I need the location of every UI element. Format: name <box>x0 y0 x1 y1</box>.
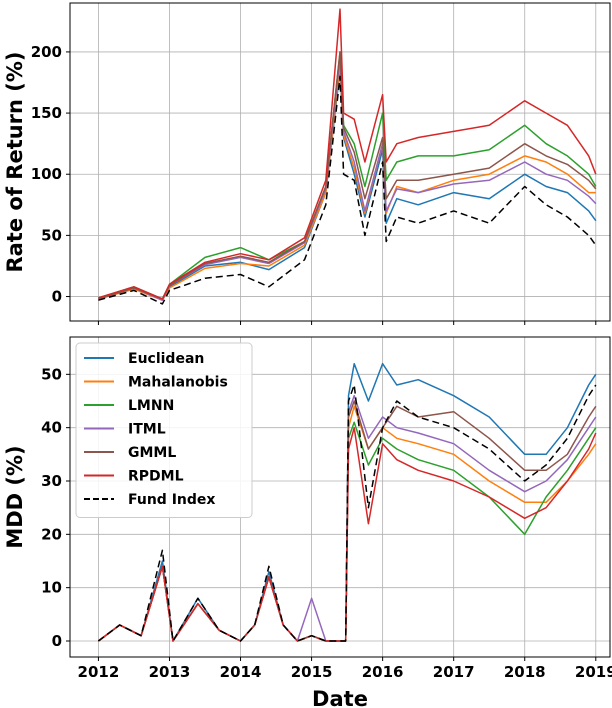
mdd-x-axis-label: Date <box>312 687 368 708</box>
ror-y-tick-label: 150 <box>31 104 62 122</box>
legend-label-euclidean: Euclidean <box>128 351 204 367</box>
ror-series-group <box>98 8 597 305</box>
ror-series-rpdml <box>98 8 597 300</box>
mdd-x-tick-label: 2013 <box>149 663 191 681</box>
mdd-y-axis-label: MDD (%) <box>3 445 27 548</box>
mdd-x-tick-label: 2018 <box>504 663 546 681</box>
mdd-x-tick-label: 2014 <box>220 663 262 681</box>
legend-label-fund-index: Fund Index <box>128 492 215 508</box>
ror-y-axis-label: Rate of Return (%) <box>3 51 27 272</box>
ror-series-lmnn <box>98 51 597 300</box>
ror-y-tick-label: 200 <box>31 43 62 61</box>
mdd-x-tick-label: 2017 <box>433 663 475 681</box>
mdd-x-tick-label: 2019 <box>575 663 612 681</box>
ror-y-tick-label: 50 <box>41 226 62 244</box>
legend: Euclidean Mahalanobis LMNN ITML GMML RPDML Fun… <box>75 342 253 518</box>
mdd-panel: 0 10 20 30 40 50 2012 2013 2014 2015 2016 2017 2018 2… <box>3 336 612 708</box>
mdd-x-tick-label: 2012 <box>78 663 120 681</box>
mdd-y-tick-label: 30 <box>41 472 62 490</box>
ror-series-itml <box>98 57 597 301</box>
mdd-y-tick-label: 40 <box>41 419 62 437</box>
ror-y-tick-label: 0 <box>52 288 62 306</box>
ror-series-mahalanobis <box>98 63 596 301</box>
mdd-y-tick-label: 50 <box>41 365 62 383</box>
mdd-plot-frame <box>69 336 611 658</box>
legend-box <box>75 342 253 518</box>
ror-series-gmml <box>98 51 597 300</box>
ror-plot-frame <box>69 2 611 322</box>
legend-label-lmnn: LMNN <box>128 398 174 414</box>
legend-label-rpdml: RPDML <box>128 469 184 485</box>
ror-series-fund-index <box>98 75 597 305</box>
mdd-y-tick-label: 10 <box>41 579 62 597</box>
mdd-x-tick-label: 2015 <box>291 663 333 681</box>
mdd-x-tick-label: 2016 <box>362 663 404 681</box>
mdd-series-fund-index <box>97 384 597 642</box>
legend-label-gmml: GMML <box>128 445 176 461</box>
mdd-series-group <box>97 362 597 642</box>
ror-series-euclidean <box>98 69 597 301</box>
mdd-y-tick-label: 0 <box>52 632 62 650</box>
legend-label-itml: ITML <box>128 422 166 438</box>
ror-y-tick-label: 100 <box>31 165 62 183</box>
mdd-y-tick-label: 20 <box>41 525 62 543</box>
legend-label-mahalanobis: Mahalanobis <box>128 375 228 391</box>
